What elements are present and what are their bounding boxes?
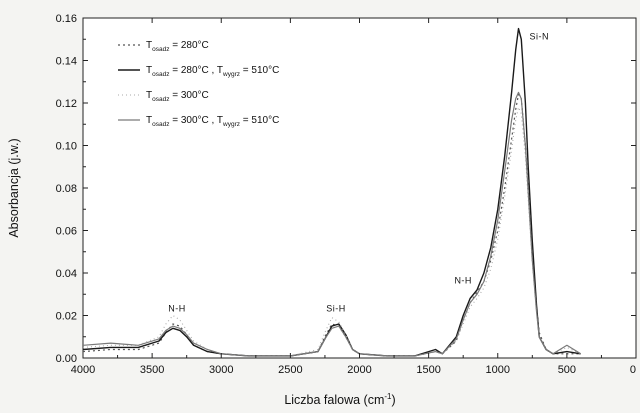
peak-label: Si-N (529, 31, 549, 41)
x-tick-label: 3500 (140, 364, 164, 376)
x-axis-title-sup: -1 (384, 392, 392, 401)
series-line-2 (82, 27, 581, 357)
y-tick-label: 0.14 (56, 56, 77, 68)
peak-label: N-H (454, 276, 472, 286)
y-tick-label: 0.00 (56, 353, 77, 365)
x-tick-label: 0 (630, 364, 636, 376)
y-tick-label: 0.02 (56, 311, 77, 323)
x-tick-label: 2500 (278, 364, 302, 376)
peak-label: Si-H (326, 303, 346, 313)
y-tick-label: 0.06 (56, 226, 77, 238)
x-axis-title: Liczba falowa (cm-1) (284, 392, 395, 407)
x-tick-label: 3000 (209, 364, 233, 376)
x-axis-title-end: ) (392, 393, 396, 407)
y-axis-title: Absorbancja (j.w.) (7, 138, 21, 237)
series-line-4 (82, 91, 582, 357)
series-layer (82, 27, 582, 357)
axis-layer: 4000 3500 3000 2500 2000 1500 1000 500 0 0.00 0.02… (56, 13, 637, 376)
legend-entry: Tosadz = 300°C (146, 90, 209, 103)
y-tick-label: 0.10 (56, 141, 77, 153)
y-tick-label: 0.08 (56, 183, 77, 195)
legend-entry: Tosadz = 280°C , Twygrz = 510°C (146, 65, 279, 78)
legend: Tosadz = 280°C Tosadz = 280°C , Twygrz = … (118, 40, 279, 128)
x-tick-label: 2000 (347, 364, 371, 376)
plot-area (82, 17, 637, 359)
y-tick-label: 0.12 (56, 98, 77, 110)
x-tick-label: 4000 (71, 364, 95, 376)
x-tick-label: 1500 (416, 364, 440, 376)
y-tick-label: 0.04 (56, 268, 77, 280)
legend-entry: Tosadz = 280°C (146, 40, 209, 53)
y-tick-label: 0.16 (56, 13, 77, 25)
annotation-layer: N-H Si-H N-H Si-N (168, 31, 549, 313)
x-tick-label: 500 (558, 364, 576, 376)
legend-entry: Tosadz = 300°C , Twygrz = 510°C (146, 115, 279, 128)
peak-label: N-H (168, 303, 186, 313)
x-tick-label: 1000 (486, 364, 510, 376)
x-axis-title-main: Liczba falowa (cm (284, 393, 384, 407)
